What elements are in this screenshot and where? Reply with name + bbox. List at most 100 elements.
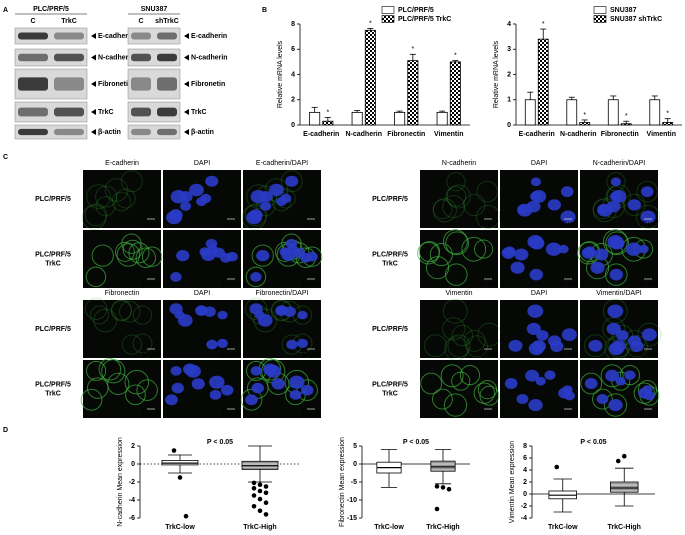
scale-bar-label: 10 μm [221, 351, 241, 358]
green-stain [473, 382, 495, 404]
nucleus [171, 382, 185, 394]
outlier [446, 486, 452, 492]
micrograph [83, 300, 161, 358]
green-stain [80, 388, 103, 411]
nucleus [170, 272, 182, 282]
green-stain [141, 246, 163, 267]
outlier [257, 482, 263, 488]
lane-label: TrkC [61, 18, 77, 25]
nucleus [174, 310, 185, 320]
green-stain [124, 369, 150, 395]
nucleus [165, 394, 178, 406]
blot-band [131, 32, 151, 40]
protein-label: TrkC [98, 109, 114, 116]
scale-bar-label: 10 μm [638, 351, 658, 358]
label-arrow [184, 129, 189, 135]
image-row-label: PLC/PRF/5 [372, 251, 408, 258]
x-tick-label: Fibronectin [387, 131, 425, 138]
bar [394, 111, 406, 126]
x-tick-label: TrkC-low [374, 524, 404, 531]
scale-bar-label: 10 μm [141, 281, 161, 288]
nucleus [205, 238, 218, 249]
green-stain [240, 388, 263, 411]
scale-bar-label: 10 μm [638, 281, 658, 288]
green-stain [636, 180, 659, 203]
nucleus [180, 201, 192, 211]
y-tick-label: 8 [523, 443, 527, 450]
nucleus [544, 370, 556, 380]
nucleus [166, 210, 183, 225]
y-tick-label: -4 [129, 497, 135, 504]
nucleus [289, 389, 302, 400]
outlier [263, 484, 269, 489]
y-tick-label: 3 [507, 46, 511, 53]
blot-band [157, 128, 177, 136]
green-stain [84, 203, 108, 227]
nucleus [286, 339, 298, 350]
scale-bar-label: 10 μm [301, 411, 321, 418]
x-tick-label: N-cadherin [560, 131, 597, 138]
panel-label: C [3, 154, 8, 161]
nucleus [183, 363, 197, 376]
nucleus [209, 375, 225, 389]
green-stain [479, 385, 500, 406]
protein-label: Fibronetin [191, 81, 225, 88]
scale-bar-label: 10 μm [141, 221, 161, 228]
outlier [615, 458, 621, 464]
y-tick-label: 6 [523, 455, 527, 462]
green-stain [118, 300, 141, 323]
green-stain [463, 329, 486, 352]
green-stain [451, 371, 471, 391]
nucleus [640, 210, 656, 224]
green-stain [442, 229, 468, 255]
y-tick-label: 4 [523, 467, 527, 474]
nucleus [283, 306, 296, 317]
blot-band [131, 53, 151, 62]
bar [662, 122, 674, 126]
bar [566, 99, 578, 126]
label-arrow [184, 33, 189, 39]
scale-bar-label: 10 μm [478, 281, 498, 288]
green-stain [95, 196, 116, 217]
green-stain [476, 180, 499, 203]
nucleus [605, 369, 620, 382]
nucleus [271, 378, 285, 390]
outlier [257, 508, 263, 514]
blot-band [131, 107, 151, 117]
y-tick-label: -10 [347, 497, 357, 504]
outlier [177, 475, 183, 480]
blot-band [54, 128, 84, 136]
nucleus [250, 366, 262, 376]
scale-bar-label: 10 μm [558, 221, 578, 228]
bar [309, 111, 321, 126]
green-stain [432, 199, 453, 220]
green-stain [442, 195, 466, 219]
y-tick-label: 4 [507, 21, 511, 28]
bar [449, 61, 461, 126]
green-stain [104, 178, 129, 202]
blot-band [54, 32, 84, 40]
green-stain [432, 198, 457, 223]
y-axis-label: Relative mRNA levels [277, 40, 284, 108]
image-row-label: TrkC [382, 260, 398, 267]
green-stain [84, 297, 108, 320]
label-arrow [91, 109, 96, 115]
label-arrow [91, 129, 96, 135]
outlier [263, 500, 269, 506]
green-stain [86, 184, 111, 210]
scale-bar-label: 10 μm [221, 281, 241, 288]
green-stain [477, 380, 498, 400]
nucleus [615, 376, 626, 386]
nucleus [201, 248, 216, 262]
nucleus [203, 306, 216, 317]
bar [322, 120, 334, 126]
image-row-label: PLC/PRF/5 [372, 381, 408, 388]
bar [579, 122, 591, 126]
bar [364, 29, 376, 126]
green-stain [417, 241, 440, 265]
green-stain [602, 317, 626, 341]
scale-bar-label: 10 μm [478, 411, 498, 418]
green-stain [121, 334, 143, 355]
scale-bar-label: 10 μm [638, 411, 658, 418]
green-stain [443, 393, 468, 417]
